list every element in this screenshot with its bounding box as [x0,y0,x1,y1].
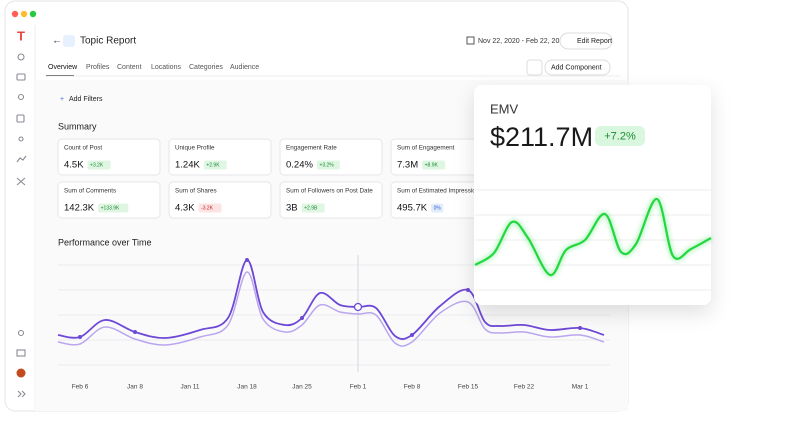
metric-value: 495.7K [397,203,428,214]
edit-button-label: Edit Report [577,38,612,45]
emv-value: $211.7M [490,122,593,152]
point [133,330,137,334]
close-dot[interactable] [11,10,19,18]
metric-value: 4.3K [175,203,195,214]
point [245,258,249,262]
metric-change: +2.9K [206,163,220,169]
back-arrow[interactable]: ← [52,36,62,47]
add-filters[interactable]: + [60,96,64,103]
min-dot[interactable] [20,10,28,18]
avatar[interactable] [16,368,26,378]
metric-badge [87,160,111,170]
metric-badge [98,203,129,213]
summary-title: Summary [58,121,97,131]
metric-label: Sum of Shares [175,188,217,195]
x-label: Jan 18 [237,384,257,391]
emv-badge [595,126,645,146]
metric-label: Sum of Estimated Impression [397,188,480,195]
metric-label: Engagement Rate [286,145,337,152]
x-label: Jan 11 [180,384,199,391]
point [410,333,414,337]
emv-change: +7.2% [604,130,636,142]
x-label: Jan 25 [292,384,312,391]
metric-value: 4.5K [64,160,84,171]
add-component-button[interactable] [544,59,611,76]
metric-badge [203,160,227,170]
topic-icon [63,35,75,47]
metric-change: +3.2% [319,163,334,169]
metric-change: +8.9K [425,163,439,169]
add-filters-label[interactable]: Add Filters [69,96,103,103]
metric-value: 1.24K [175,160,200,171]
x-label: Feb 1 [350,384,367,391]
metric-label: Sum of Followers on Post Date [286,188,373,195]
add-component-label: Add Component [551,64,602,71]
metric-badge [316,160,340,170]
x-label: Feb 22 [514,384,535,391]
metric-badge [422,160,446,170]
metric-value: 3B [286,203,298,214]
tab[interactable]: Content [117,64,142,71]
metric-change: 0% [434,206,442,212]
date-range[interactable]: Nov 22, 2020 - Feb 22, 2020 [478,38,567,45]
metric-card [168,138,272,176]
x-label: Mar 1 [572,384,589,391]
export-button[interactable] [526,59,543,76]
metric-badge [431,203,444,213]
x-label: Jan 8 [127,384,143,391]
tab[interactable]: Locations [151,64,181,71]
x-label: Feb 6 [72,384,89,391]
metric-label: Sum of Comments [64,188,116,195]
point [466,288,470,292]
metric-change: -3.2K [201,206,214,212]
metric-label: Count of Post [64,145,102,152]
hover-point [353,302,363,312]
metric-value: 7.3M [397,160,418,171]
metric-change: +2.9B [304,206,318,212]
series-line-secondary [57,271,605,347]
metric-card [57,138,161,176]
emv-label: EMV [490,101,519,116]
metric-change: +3.2K [90,163,104,169]
point [578,326,582,330]
tab[interactable]: Overview [48,64,78,71]
emv-line [474,197,712,277]
emv-card [474,85,711,305]
tab[interactable]: Profiles [86,64,110,71]
metric-value: 142.3K [64,203,95,214]
calendar-icon [466,36,475,45]
point [300,316,304,320]
metric-change: +133.9K [101,206,120,212]
tab[interactable]: Categories [189,64,223,71]
edit-button[interactable] [559,32,613,50]
tab[interactable]: Audience [230,64,259,71]
series-line [57,259,605,340]
performance-title: Performance over Time [58,237,152,247]
metric-card [168,181,272,219]
metric-value: 0.24% [286,160,313,171]
metric-label: Unique Profile [175,145,215,152]
metric-badge [198,203,222,213]
max-dot[interactable] [29,10,37,18]
point [78,335,82,339]
x-label: Feb 15 [458,384,479,391]
metric-badge [301,203,325,213]
metric-card [279,138,383,176]
page-title: Topic Report [80,36,136,47]
logo[interactable]: T [17,28,25,43]
metric-card [57,181,161,219]
x-label: Feb 8 [404,384,421,391]
sidebar-icons[interactable] [16,53,27,398]
metric-label: Sum of Engagement [397,145,455,152]
